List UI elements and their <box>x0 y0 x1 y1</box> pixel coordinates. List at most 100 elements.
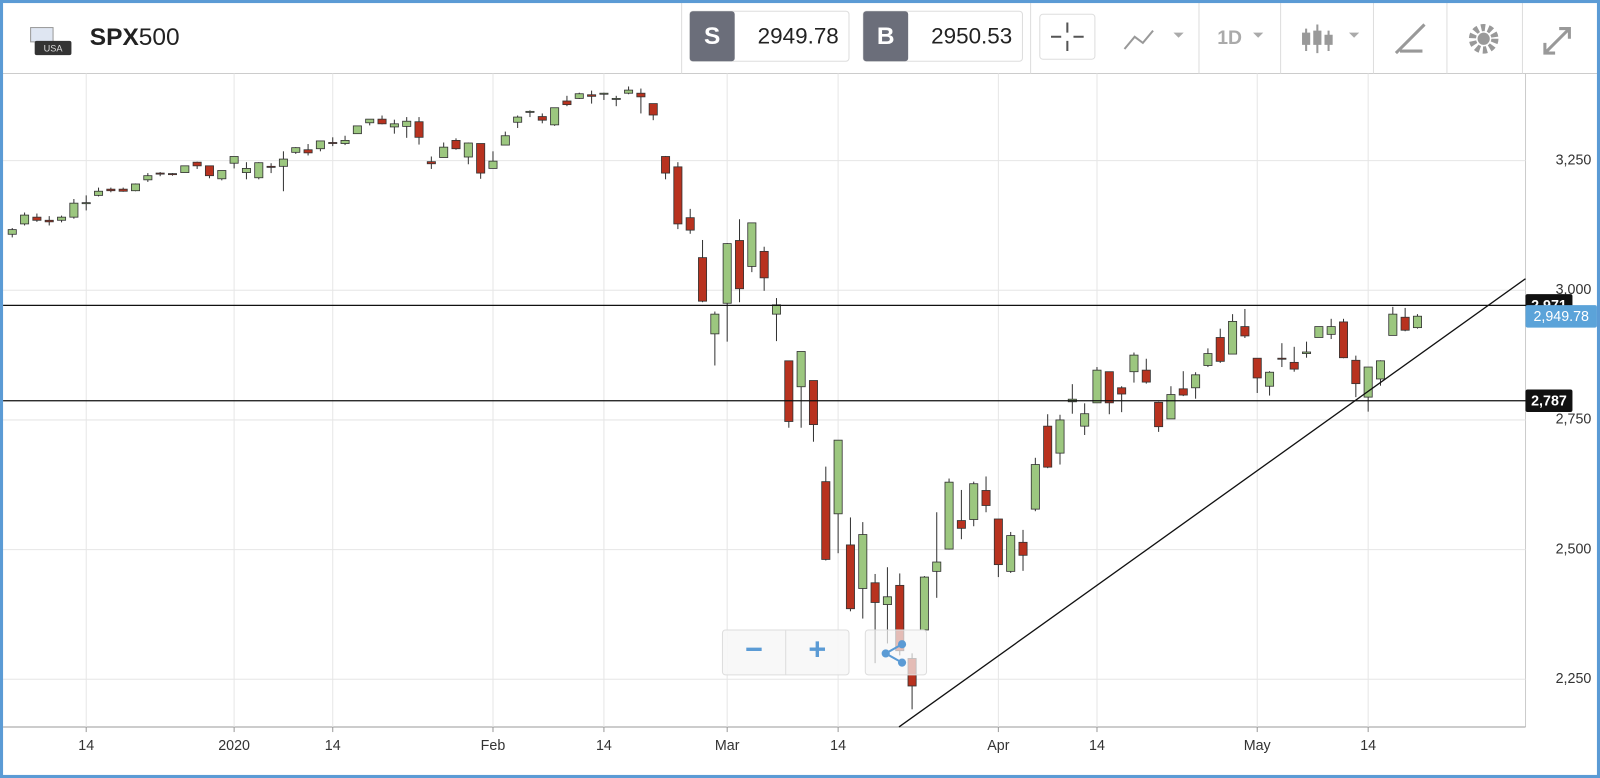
level-tag <box>1525 389 1573 412</box>
candle-body <box>808 380 818 426</box>
last-price-tag <box>1525 305 1597 328</box>
candle-body <box>821 481 831 560</box>
candle-body <box>882 596 892 605</box>
candle-body <box>365 118 375 124</box>
symbol: SPX500 <box>90 24 180 51</box>
timeframe[interactable]: 1D <box>1217 27 1242 49</box>
candle-body <box>513 116 523 123</box>
candle-body <box>241 168 251 173</box>
buy-label[interactable]: B <box>877 23 895 50</box>
candle-body <box>463 142 473 158</box>
crosshair-button[interactable] <box>1039 13 1096 60</box>
candle-body <box>291 147 301 153</box>
x-tick-label: 14 <box>325 738 341 754</box>
candle-body <box>981 490 991 506</box>
candle-body <box>1092 369 1102 404</box>
draw-icon[interactable] <box>1394 23 1426 55</box>
candle-body <box>217 170 227 180</box>
candle-body <box>735 240 744 290</box>
buy-price[interactable]: 2950.53 <box>931 24 1012 49</box>
share-node[interactable] <box>897 658 907 667</box>
fullscreen-icon[interactable] <box>1543 27 1571 55</box>
crosshair-box[interactable] <box>1039 13 1096 60</box>
candle-body <box>1203 353 1213 366</box>
candle-body <box>1141 369 1151 383</box>
candle-body <box>81 202 91 205</box>
trend-line <box>898 278 1526 728</box>
candle-body <box>870 582 880 603</box>
candle-body <box>648 103 658 116</box>
x-tick-label: May <box>1244 738 1272 754</box>
candle-body <box>1129 354 1139 373</box>
x-tick-label: 14 <box>78 738 94 754</box>
zoom-out[interactable]: − <box>745 632 763 666</box>
candle-body <box>969 483 979 520</box>
candle-body <box>32 216 42 221</box>
candle-body <box>426 161 436 165</box>
candle-body <box>1412 315 1422 329</box>
zoom-in[interactable]: + <box>808 632 826 666</box>
candle-body <box>673 166 683 225</box>
dropdown-arrow[interactable] <box>1173 32 1184 38</box>
candle-body <box>1191 374 1201 389</box>
candle-body <box>488 160 498 169</box>
candle-body <box>254 162 264 179</box>
symbol-bold: SPX <box>90 24 140 51</box>
candle-body <box>784 360 794 422</box>
candle-body <box>1252 357 1262 379</box>
candle-body <box>759 250 769 279</box>
zoom-controls: − + <box>721 629 928 676</box>
share-box[interactable] <box>864 629 928 676</box>
candle-body <box>1055 419 1065 454</box>
candle-body <box>167 173 177 176</box>
sell-price[interactable]: 2949.78 <box>758 24 839 49</box>
candle-body <box>1302 351 1312 354</box>
buy-button[interactable]: B 2950.53 <box>862 10 1023 62</box>
sell-button[interactable]: S 2949.78 <box>689 10 850 62</box>
candle-body <box>1117 387 1127 395</box>
candle-body <box>451 140 461 150</box>
settings-icon[interactable] <box>1468 23 1499 54</box>
candle-body <box>1265 371 1275 387</box>
candle-body <box>500 135 510 146</box>
candle-body <box>1104 371 1114 404</box>
sell-label[interactable]: S <box>704 23 720 50</box>
candle-body <box>1166 394 1176 420</box>
candle-body <box>476 143 486 174</box>
chart-type-icon-bodies[interactable] <box>1302 30 1333 45</box>
candle-body <box>1351 359 1361 385</box>
plot: 2,250 2,500 2,750 3,000 3,250 14 2020 14 Feb 14 Ma… <box>3 73 1597 754</box>
sell-tag[interactable] <box>689 11 735 62</box>
y-tick-label: 2,500 <box>1556 541 1592 557</box>
indicator-icon[interactable] <box>1123 29 1154 50</box>
candle-body <box>1289 361 1299 370</box>
candle-body <box>402 120 412 127</box>
candle-body <box>44 219 54 223</box>
x-tick-label: 14 <box>596 738 612 754</box>
candle-body <box>1178 388 1188 396</box>
candle-body <box>1215 337 1225 362</box>
candle-body <box>106 188 116 192</box>
header: USA SPX500 S 2949.78 B 2950.53 1D <box>0 0 1600 75</box>
dropdown-arrow[interactable] <box>1348 32 1360 38</box>
share-node[interactable] <box>881 649 890 658</box>
symbol-rest: 500 <box>139 24 180 51</box>
candle-body <box>1006 535 1016 572</box>
dropdown-arrow[interactable] <box>1253 32 1264 38</box>
candle-body <box>303 149 313 154</box>
candle-body <box>143 175 153 181</box>
candle-body <box>439 146 449 158</box>
candle-body <box>57 216 67 221</box>
y-tick-label: 2,750 <box>1556 412 1592 428</box>
settings-icon-core[interactable] <box>1477 32 1490 45</box>
candle-body <box>155 172 165 175</box>
buy-tag[interactable] <box>863 11 909 62</box>
crosshair-icon[interactable] <box>1051 22 1084 52</box>
candle-body <box>796 351 806 388</box>
candle-body <box>698 257 708 302</box>
candle-body <box>833 439 843 515</box>
candle-body <box>278 158 288 167</box>
candle-body <box>1388 313 1398 336</box>
share-node[interactable] <box>897 640 907 649</box>
candle-body <box>636 92 646 98</box>
